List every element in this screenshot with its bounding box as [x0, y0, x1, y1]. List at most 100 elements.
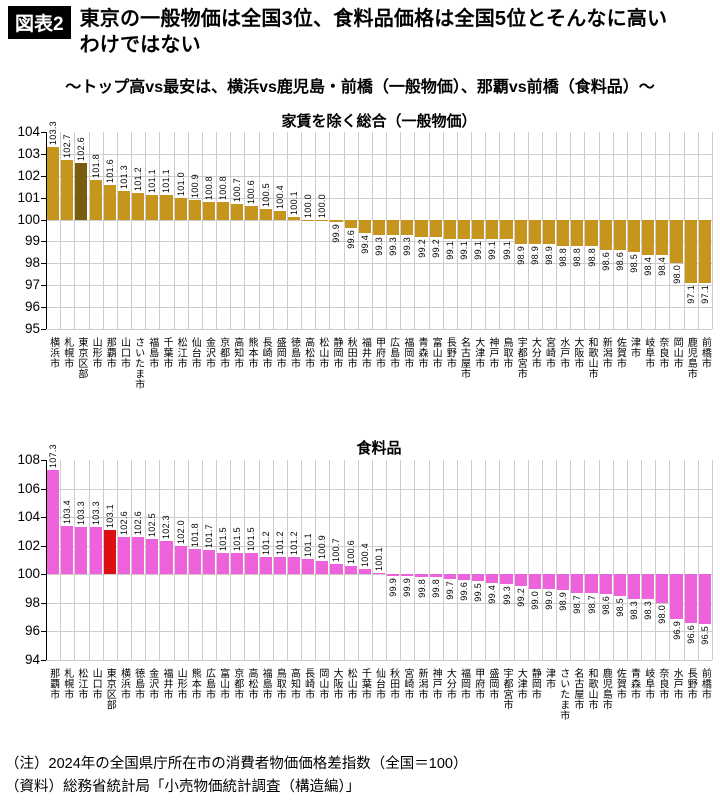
bar-value-label: 99.8 [430, 579, 441, 598]
bar-value-label: 100.1 [288, 191, 299, 216]
gridline-vertical [584, 132, 586, 329]
bar-value-label: 102.3 [161, 515, 172, 540]
gridline-vertical [116, 132, 118, 329]
bar-value-label: 100.4 [274, 184, 285, 209]
bar-value-label: 100.0 [303, 193, 314, 218]
category-label: 大津市 [515, 668, 527, 700]
category-label: 岡山市 [671, 337, 683, 369]
gridline-vertical [258, 460, 260, 660]
category-label: 熊本市 [245, 337, 257, 369]
category-label: 鳥取市 [274, 668, 286, 700]
bar [358, 219, 371, 233]
axis-tick [41, 517, 46, 519]
bar-value-label: 99.1 [459, 241, 470, 260]
category-label: 神戸市 [486, 337, 498, 369]
bar-value-label: 100.1 [374, 546, 384, 571]
gridline-vertical [145, 132, 147, 329]
source-line: （資料）総務省統計局「小売物価統計調査（構造編）」 [5, 779, 361, 796]
gridline-vertical [371, 132, 373, 329]
category-label: 青森市 [416, 337, 427, 369]
category-label: 秋田市 [387, 668, 399, 700]
bar-value-label: 100.9 [317, 535, 328, 560]
axis-tick [41, 263, 46, 265]
category-label: 高知市 [231, 337, 243, 369]
category-label: 岡山市 [316, 668, 328, 700]
bar-value-label: 99.9 [388, 577, 399, 597]
gridline-vertical [612, 132, 614, 329]
bar-value-label: 98.0 [657, 604, 668, 624]
bar [103, 530, 116, 575]
bar [174, 197, 187, 220]
category-label: 宇都宮市 [501, 668, 513, 710]
category-label: 和歌山市 [586, 337, 598, 379]
axis-tick [41, 660, 46, 661]
gridline-vertical [485, 132, 487, 329]
gridline-vertical [343, 132, 345, 329]
bar [627, 219, 641, 253]
gridline-vertical [400, 460, 402, 660]
bar [698, 574, 711, 625]
bar-value-label: 98.4 [643, 256, 654, 276]
gridline-vertical [570, 460, 572, 660]
axis-tick [41, 175, 46, 177]
bar-value-label: 100.7 [331, 538, 342, 563]
category-label: 札幌市 [61, 337, 73, 369]
bar [245, 552, 258, 575]
bar-value-label: 100.5 [260, 182, 271, 207]
bar [316, 561, 329, 575]
category-label: 京都市 [231, 668, 243, 700]
category-label: 宮崎市 [401, 668, 413, 700]
category-label: 広島市 [203, 668, 215, 700]
bar-value-label: 99.5 [473, 583, 484, 603]
bar-value-label: 98.6 [600, 252, 611, 271]
bar-value-label: 96.9 [671, 620, 682, 640]
bar-value-label: 99.9 [402, 577, 413, 597]
category-label: 佐賀市 [614, 337, 626, 369]
gridline-vertical [697, 460, 699, 660]
gridline-vertical [442, 460, 444, 660]
axis-tick [41, 307, 46, 309]
bar [401, 574, 414, 576]
gridline-vertical [655, 460, 657, 660]
bar [528, 574, 541, 589]
gridline-vertical [541, 460, 543, 660]
header: 図表2 東京の一般物価は全国3位、食料品価格は全国5位とそんなに高い わけではな… [8, 6, 714, 59]
gridline-horizontal [46, 153, 712, 155]
bar-value-label: 99.7 [444, 580, 455, 600]
bar [273, 210, 286, 220]
bar-value-label: 99.3 [501, 586, 512, 605]
category-label: 高知市 [288, 668, 300, 700]
bar-value-label: 100.4 [359, 542, 370, 567]
category-label: 岐阜市 [642, 337, 654, 369]
bar-value-label: 98.8 [586, 247, 597, 267]
y-axis-label: 106 [17, 480, 40, 496]
bar [613, 219, 626, 251]
bar-value-label: 99.2 [430, 239, 441, 258]
category-label: 名古屋市 [458, 337, 470, 379]
bar-value-label: 99.2 [416, 239, 427, 258]
category-label: 山形市 [175, 668, 187, 700]
category-label: 高松市 [245, 668, 257, 700]
bar [542, 574, 556, 589]
bar [670, 219, 683, 264]
gridline-vertical [655, 132, 657, 329]
gridline-vertical [697, 132, 699, 329]
category-label: 鳥取市 [501, 337, 513, 369]
y-axis-label: 103 [17, 145, 40, 161]
bar [202, 550, 216, 575]
gridline-vertical [386, 132, 388, 329]
category-label: 宮崎市 [543, 337, 555, 369]
category-label: 千葉市 [359, 668, 371, 700]
gridline-vertical [414, 460, 416, 660]
category-label: 新潟市 [600, 337, 612, 369]
bar [472, 574, 485, 582]
bar-value-label: 98.9 [515, 245, 526, 265]
bar-value-label: 100.6 [345, 539, 356, 564]
gridline-vertical [329, 460, 331, 660]
bar [387, 574, 400, 576]
category-label: 松江市 [175, 337, 187, 369]
gridline-vertical [626, 132, 628, 329]
bar-value-label: 107.3 [48, 443, 59, 468]
note-line: （注）2024年の全国県庁所在市の消費者物価価格差指数（全国＝100） [5, 756, 468, 772]
